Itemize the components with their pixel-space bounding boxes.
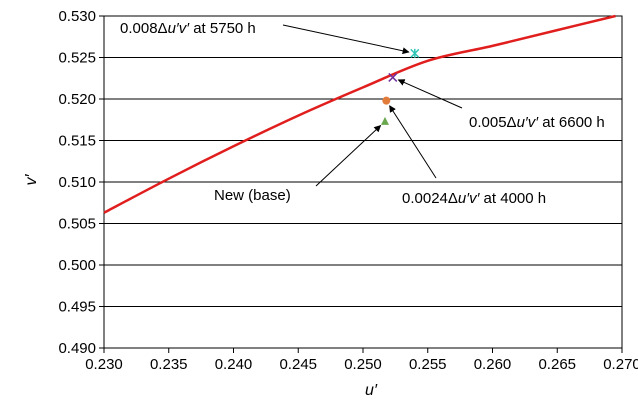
y-tick-labels: 0.490 0.495 0.500 0.505 0.510 0.515 0.520 0.525…: [58, 8, 96, 357]
curve-layer: [103, 14, 616, 214]
y-tick-label: 0.530: [58, 8, 96, 25]
annotation-label: 0.005Δu′v′ at 6600 h: [469, 114, 605, 131]
annotation-arrow: [315, 125, 382, 187]
grid: [99, 15, 623, 353]
data-points: [381, 48, 420, 125]
x-tick-label: 0.230: [85, 356, 123, 373]
y-tick-label: 0.520: [58, 91, 96, 108]
annotation-label: New (base): [214, 187, 291, 204]
y-tick-label: 0.495: [58, 299, 96, 316]
red-curve: [103, 14, 616, 214]
point-star: [410, 48, 420, 58]
x-tick-label: 0.235: [150, 356, 188, 373]
y-tick-label: 0.490: [58, 340, 96, 357]
x-tick-label: 0.245: [279, 356, 317, 373]
x-tick-label: 0.250: [344, 356, 382, 373]
point-x: [388, 72, 398, 82]
annotation-arrow: [389, 105, 437, 179]
annotation-label: 0.0024Δu′v′ at 4000 h: [402, 190, 546, 207]
x-tick-label: 0.270: [603, 356, 638, 373]
x-tick-label: 0.255: [409, 356, 447, 373]
annotation-arrows: [282, 24, 463, 187]
y-tick-label: 0.515: [58, 133, 96, 150]
annotation-arrow: [282, 24, 410, 55]
y-tick-label: 0.505: [58, 216, 96, 233]
x-tick-label: 0.260: [474, 356, 512, 373]
annotation-arrow: [397, 79, 463, 109]
point-triangle: [381, 116, 390, 125]
annotations: 0.008Δu′v′ at 5750 h 0.005Δu′v′ at 6600 h…: [120, 20, 605, 207]
y-tick-label: 0.525: [58, 50, 96, 67]
x-tick-label: 0.240: [215, 356, 253, 373]
x-tick-labels: 0.230 0.235 0.240 0.245 0.250 0.255 0.260 0.265…: [85, 356, 638, 373]
y-axis-title: v′: [23, 174, 40, 186]
x-tick-label: 0.265: [538, 356, 576, 373]
point-circle: [382, 96, 391, 105]
x-axis-title: u′: [365, 382, 378, 399]
annotation-label: 0.008Δu′v′ at 5750 h: [120, 20, 256, 37]
y-tick-label: 0.500: [58, 257, 96, 274]
y-tick-label: 0.510: [58, 174, 96, 191]
